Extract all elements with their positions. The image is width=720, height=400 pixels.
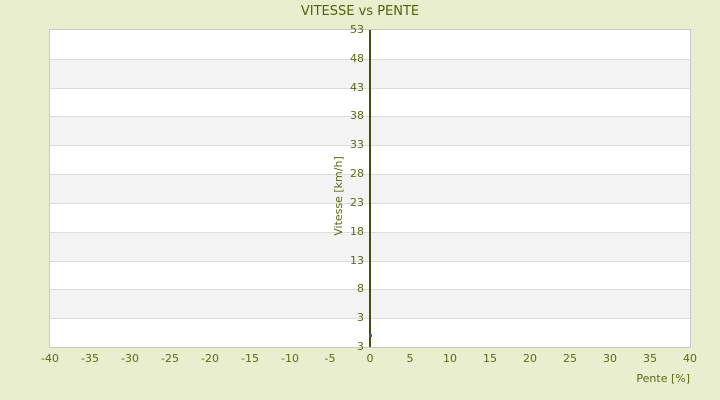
y-tick-label: 38 [350, 109, 364, 123]
x-axis-title: Pente [%] [636, 372, 690, 385]
x-tick-label: -20 [201, 352, 219, 365]
x-tick-label: -40 [41, 352, 59, 365]
x-tick-label: 15 [483, 352, 497, 365]
y-tick-label: 43 [350, 80, 364, 94]
y-tick-label: 53 [350, 23, 364, 36]
y-tick-label: 23 [350, 195, 364, 209]
chart-title: VITESSE vs PENTE [300, 4, 420, 19]
x-tick-label: -35 [81, 352, 99, 365]
x-tick-label: 35 [643, 352, 657, 365]
plot-area [49, 29, 691, 348]
x-tick-label: 20 [523, 352, 537, 365]
x-tick-label: -25 [161, 352, 179, 365]
x-tick-label: 10 [443, 352, 457, 365]
x-tick-label: -5 [324, 352, 336, 365]
x-tick-label: 0 [366, 352, 374, 365]
y-tick-label: 8 [357, 282, 364, 296]
x-tick-label: 25 [563, 352, 577, 365]
y-tick-label: 13 [350, 253, 364, 267]
data-point [368, 333, 372, 337]
x-tick-label: 40 [683, 352, 697, 365]
y-tick-label: 48 [350, 51, 364, 65]
x-tick-label: -10 [281, 352, 299, 365]
x-tick-label: 30 [603, 352, 617, 365]
x-tick-label: -15 [241, 352, 259, 365]
y-tick-label: 3 [357, 311, 364, 325]
x-tick-label: 5 [406, 352, 414, 365]
y-axis-line [369, 30, 371, 347]
x-tick-label: -30 [121, 352, 139, 365]
y-tick-label: 28 [350, 167, 364, 181]
y-tick-label: 3 [357, 340, 364, 353]
y-tick-label: 33 [350, 138, 364, 152]
y-axis-title: Vitesse [km/h] [332, 156, 345, 236]
y-tick-label: 18 [350, 224, 364, 238]
